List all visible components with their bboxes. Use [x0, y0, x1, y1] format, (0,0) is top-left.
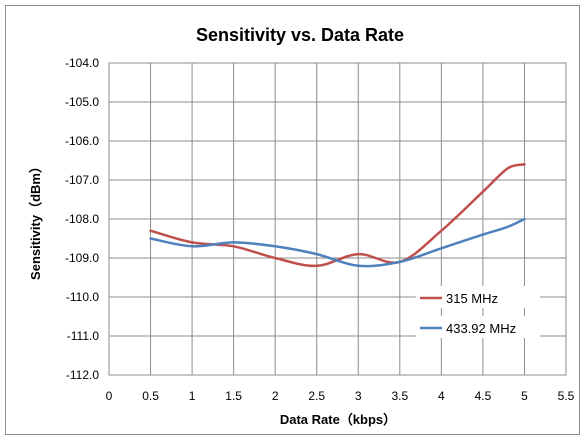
x-tick-label: 3.5	[391, 389, 408, 403]
legend: 315 MHz 433.92 MHz	[416, 286, 540, 338]
series-line-315-mhz	[149, 163, 526, 268]
x-tick-label: 2.5	[308, 389, 325, 403]
y-axis-title: Sensitivity（dBm）	[28, 160, 43, 280]
y-tick-label: -109.0	[65, 251, 99, 265]
x-tick-label: 5.5	[558, 389, 575, 403]
x-tick-label: 4.5	[475, 389, 492, 403]
y-tick-label: -110.0	[66, 290, 99, 304]
y-tick-label: -107.0	[65, 173, 99, 187]
x-tick-label: 1.5	[225, 389, 242, 403]
legend-entry-bg	[416, 286, 540, 308]
y-tick-label: -111.0	[67, 329, 100, 343]
legend-label-315-mhz: 315 MHz	[446, 291, 498, 306]
legend-entry-bg	[416, 316, 540, 338]
chart-title: Sensitivity vs. Data Rate	[196, 25, 404, 45]
x-tick-label: 0	[106, 389, 113, 403]
y-tick-label: -108.0	[65, 212, 99, 226]
x-tick-label: 5	[521, 389, 528, 403]
y-tick-label: -106.0	[65, 134, 99, 148]
y-tick-label: -112.0	[66, 368, 99, 382]
chart-frame	[5, 5, 580, 435]
x-tick-label: 4	[438, 389, 445, 403]
series	[149, 163, 526, 268]
y-tick-label: -105.0	[65, 95, 99, 109]
y-axis-ticks: -104.0 -105.0 -106.0 -107.0 -108.0 -109.0 -110…	[65, 56, 99, 382]
plot-area	[108, 62, 567, 376]
x-axis-title: Data Rate（kbps）	[280, 412, 396, 427]
series-line-433-92-mhz	[149, 217, 526, 268]
x-tick-label: 3	[355, 389, 362, 403]
legend-label-433-92-mhz: 433.92 MHz	[446, 321, 516, 336]
y-tick-label: -104.0	[65, 56, 99, 70]
x-tick-label: 0.5	[142, 389, 159, 403]
x-axis-ticks: 0 0.5 1 1.5 2 2.5 3 3.5 4 4.5 5 5.5	[106, 389, 575, 403]
x-tick-label: 2	[272, 389, 279, 403]
x-tick-label: 1	[189, 389, 196, 403]
